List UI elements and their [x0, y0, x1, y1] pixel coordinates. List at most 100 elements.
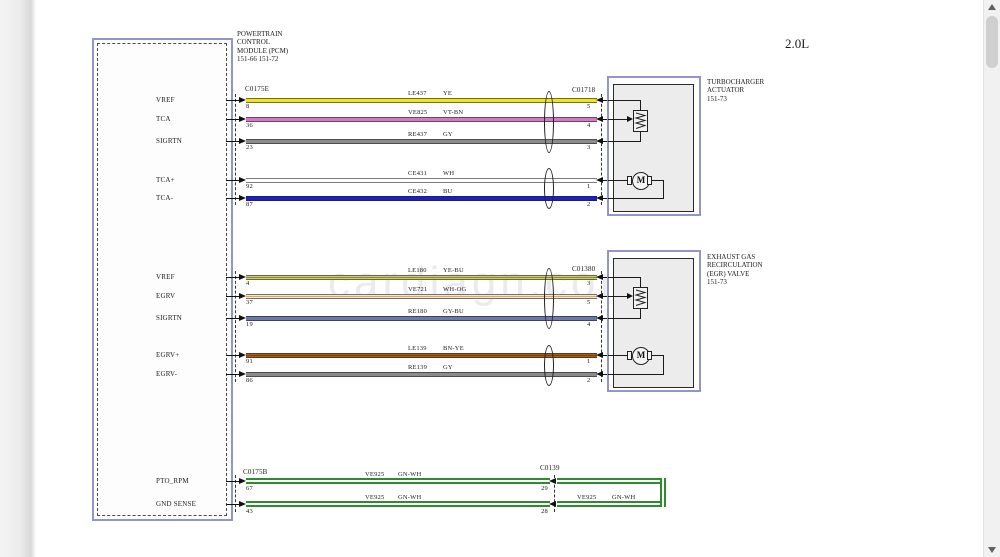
pcm-title-line: 151-66 151-72: [237, 54, 279, 63]
component-inner-box: [613, 84, 694, 212]
pin-lead-line: [226, 141, 239, 142]
pin-lead-line: [226, 119, 239, 120]
terminal-arrow-icon: [239, 138, 246, 144]
pin-lead-line: [226, 198, 239, 199]
wire-color-label: VT-BN: [443, 109, 464, 116]
sensor-wire: [608, 318, 641, 319]
engine-variant-label: 2.0L: [785, 36, 810, 51]
connector-label: C0175E: [245, 85, 270, 93]
terminal-arrow-icon: [239, 116, 246, 122]
wire-color-label: GN-WH: [398, 494, 422, 501]
twisted-pair-loop-icon: [544, 168, 554, 209]
pcm-pin-number: 67: [246, 485, 253, 492]
pcm-pin-label: EGRV+: [156, 351, 180, 359]
component-inner-box: [613, 258, 694, 388]
wire: [246, 478, 550, 484]
pcm-title-line: MODULE (PCM): [237, 46, 289, 55]
sensor-wire: [608, 141, 641, 142]
sensor-wire: [608, 277, 641, 278]
motor-wire: [608, 355, 628, 356]
connector-label: C01380: [572, 265, 596, 273]
pin-lead-line: [603, 119, 608, 120]
pcm-box: [92, 38, 233, 521]
wire-color-label: GN-WH: [398, 471, 422, 478]
pcm-pin-number: 8: [246, 103, 250, 110]
wire-color-label: YE-BU: [443, 267, 464, 274]
terminal-arrow-icon: [596, 352, 603, 358]
sensor-wire: [640, 308, 641, 319]
pcm-title-line: POWERTRAIN: [237, 30, 283, 38]
component-connector-dash-line: [601, 271, 602, 382]
pcm-pin-label: EGRV-: [156, 370, 178, 378]
wire: [246, 316, 597, 321]
pin-lead-line: [603, 100, 608, 101]
pcm-pin-label: EGRV: [156, 292, 176, 300]
loop-wire: [557, 501, 666, 507]
pin-lead-line: [603, 180, 608, 181]
wire: [246, 178, 597, 183]
motor-wire: [663, 355, 664, 374]
component-pin-number: 3: [587, 144, 591, 151]
pin-lead-line: [226, 355, 239, 356]
terminal-arrow-icon: [549, 478, 556, 484]
pin-lead-line: [603, 355, 608, 356]
pcm-title-line: CONTROL: [237, 38, 271, 47]
pcm-pin-number: 92: [246, 183, 253, 190]
wire: [246, 294, 597, 299]
wire-circuit-label: CE432: [408, 188, 428, 195]
component-title-line: 151-73: [707, 94, 727, 103]
wire-circuit-label: LE437: [408, 90, 427, 97]
wire-circuit-label: LE180: [408, 267, 427, 274]
component-title-line: TURBOCHARGER: [707, 78, 765, 86]
twisted-pair-loop-icon: [544, 268, 554, 329]
pcm-pin-number: 23: [246, 144, 253, 151]
loop-wire: [660, 478, 666, 507]
sensor-wiper-wire: [608, 119, 627, 120]
component-connector-dash-line: [601, 94, 602, 205]
pcm-pin-number: 4: [246, 280, 250, 287]
terminal-arrow-icon: [239, 352, 246, 358]
connector-label: C0139: [540, 464, 560, 472]
component-pin-number: 2: [587, 201, 591, 208]
page-edge: [0, 0, 36, 557]
pcm-pin-label: GND SENSE: [156, 500, 197, 508]
component-title-line: (EGR) VALVE: [707, 269, 750, 278]
pin-lead-line: [226, 180, 239, 181]
component-title-line: RECIRCULATION: [707, 261, 763, 270]
pin-lead-line: [603, 296, 608, 297]
pcm-pin-label: SIGRTN: [156, 314, 183, 322]
pcm-connector-dash-line: [235, 94, 236, 205]
pcm-pin-label: TCA: [156, 115, 171, 123]
terminal-arrow-icon: [239, 293, 246, 299]
scrollbar-up-icon[interactable]: [988, 4, 996, 10]
pcm-connector-dash-line: [235, 271, 236, 382]
terminal-arrow-icon: [596, 177, 603, 183]
terminal-arrow-icon: [596, 195, 603, 201]
pcm-pin-number: 87: [246, 201, 253, 208]
scrollbar-thumb[interactable]: [986, 16, 998, 68]
pin-lead-line: [226, 318, 239, 319]
inline-pin-number: 29: [541, 485, 548, 492]
pin-lead-line: [226, 296, 239, 297]
terminal-arrow-icon: [239, 195, 246, 201]
wire-color-label: BU: [443, 188, 453, 195]
pcm-pin-number: 86: [246, 377, 253, 384]
pcm-pin-number: 43: [246, 508, 253, 515]
connector-label: C01718: [572, 86, 596, 94]
terminal-arrow-icon: [596, 371, 603, 377]
motor-wire: [663, 180, 664, 198]
inline-pin-number: 28: [541, 508, 548, 515]
terminal-arrow-icon: [549, 501, 556, 507]
sensor-wire: [640, 100, 641, 111]
terminal-arrow-icon: [239, 177, 246, 183]
component-pin-number: 4: [587, 122, 591, 129]
resistor-icon: [633, 110, 648, 137]
scrollbar-down-icon[interactable]: [988, 547, 996, 553]
wire: [246, 139, 597, 144]
pin-lead-line: [226, 100, 239, 101]
pin-lead-line: [226, 374, 239, 375]
pcm-pin-label: VREF: [156, 96, 175, 104]
scrollbar[interactable]: [983, 0, 1000, 557]
wiper-arrow-icon: [627, 293, 633, 299]
